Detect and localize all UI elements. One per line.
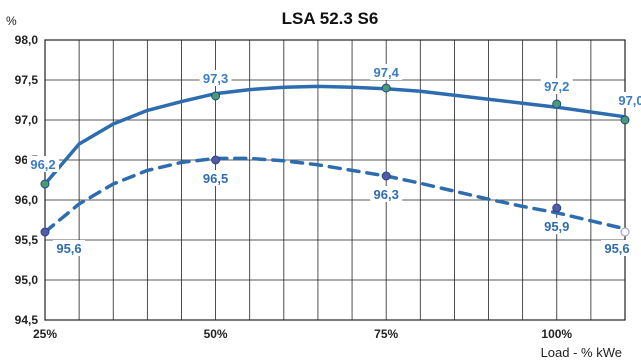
y-tick-label: 96,0 bbox=[15, 193, 39, 207]
x-tick-label: 75% bbox=[374, 327, 398, 341]
x-axis-label: Load - % kWe bbox=[541, 345, 622, 360]
data-label-background bbox=[199, 170, 232, 186]
data-label-background bbox=[199, 70, 232, 86]
series-line-dashed bbox=[43, 156, 627, 234]
data-label: 95,6 bbox=[56, 241, 81, 256]
data-label-background bbox=[27, 156, 59, 172]
data-label: 95,6 bbox=[604, 241, 629, 256]
x-tick-label: 25% bbox=[33, 327, 57, 341]
series-line-solid bbox=[43, 84, 627, 186]
plot-border bbox=[44, 39, 626, 321]
data-label: 96,2 bbox=[30, 157, 55, 172]
data-label: 97,3 bbox=[203, 71, 228, 86]
data-point bbox=[40, 179, 50, 189]
y-tick-labels: 94,595,095,596,096,597,097,598,0 bbox=[15, 33, 39, 327]
data-label: 95,9 bbox=[544, 219, 569, 234]
x-tick-label: 50% bbox=[204, 327, 228, 341]
data-point bbox=[381, 171, 391, 181]
y-tick-label: 94,5 bbox=[15, 313, 39, 327]
y-axis-label: % bbox=[6, 14, 17, 28]
x-tick-label: 100% bbox=[541, 327, 572, 341]
data-label-background bbox=[370, 186, 403, 202]
data-point bbox=[552, 99, 562, 109]
data-point bbox=[381, 83, 391, 93]
data-labels: 96,2 97,3 97,4 97,2 97,0 95,6 96,5 96,3 95,9 95,6 bbox=[27, 64, 641, 256]
data-point bbox=[620, 115, 630, 125]
data-label-background bbox=[540, 218, 573, 234]
data-label-background bbox=[370, 64, 403, 80]
data-label: 96,3 bbox=[374, 187, 399, 202]
data-point bbox=[40, 227, 50, 237]
data-label: 97,0 bbox=[618, 93, 641, 108]
data-point bbox=[211, 91, 221, 101]
data-label-background bbox=[540, 78, 573, 94]
x-tick-labels: 25% 50% 75% 100% bbox=[33, 327, 572, 341]
data-label-background bbox=[53, 240, 85, 256]
data-point bbox=[211, 155, 221, 165]
data-label: 96,5 bbox=[203, 171, 228, 186]
y-tick-label: 98,0 bbox=[15, 33, 39, 47]
series-group bbox=[40, 83, 630, 237]
y-tick-label: 95,0 bbox=[15, 273, 39, 287]
data-point bbox=[620, 227, 630, 237]
data-label: 97,2 bbox=[544, 79, 569, 94]
y-tick-label: 97,5 bbox=[15, 73, 39, 87]
data-label-background bbox=[601, 240, 633, 256]
chart-title: LSA 52.3 S6 bbox=[282, 9, 379, 28]
y-tick-label: 97,0 bbox=[15, 113, 39, 127]
y-tick-label: 95,5 bbox=[15, 233, 39, 247]
grid bbox=[44, 39, 626, 321]
data-point bbox=[552, 203, 562, 213]
data-label-background bbox=[615, 92, 641, 108]
data-label: 97,4 bbox=[374, 65, 400, 80]
